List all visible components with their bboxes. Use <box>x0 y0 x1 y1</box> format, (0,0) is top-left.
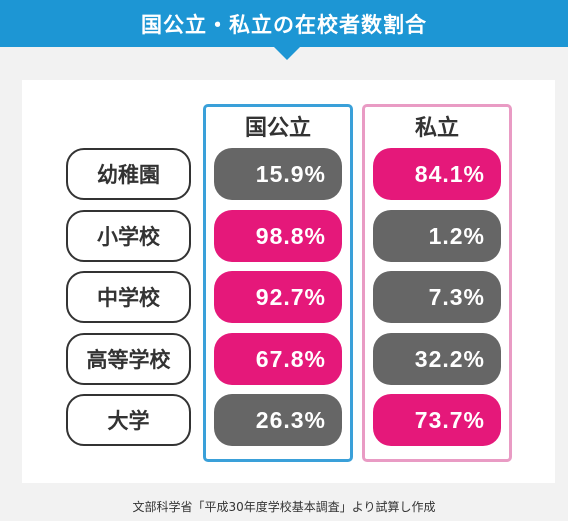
private-share-junior-high: 7.3% <box>373 271 501 323</box>
source-note: 文部科学省「平成30年度学校基本調査」より試算し作成 <box>132 500 436 514</box>
title-banner: 国公立・私立の在校者数割合 <box>0 0 568 47</box>
row-label-university: 大学 <box>66 394 191 446</box>
private-share-kindergarten: 84.1% <box>373 148 501 200</box>
private-column-frame <box>362 104 512 462</box>
column-header-public: 国公立 <box>244 116 311 141</box>
private-share-elementary: 1.2% <box>373 210 501 262</box>
row-label-junior-high: 中学校 <box>66 271 191 323</box>
public-share-university: 26.3% <box>214 394 342 446</box>
private-share-university: 73.7% <box>373 394 501 446</box>
public-share-kindergarten: 15.9% <box>214 148 342 200</box>
banner-pointer <box>273 46 301 60</box>
public-share-junior-high: 92.7% <box>214 271 342 323</box>
public-share-high-school: 67.8% <box>214 333 342 385</box>
private-share-high-school: 32.2% <box>373 333 501 385</box>
public-column-frame <box>203 104 353 462</box>
row-label-elementary: 小学校 <box>66 210 191 262</box>
row-label-kindergarten: 幼稚園 <box>66 148 191 200</box>
page-title: 国公立・私立の在校者数割合 <box>141 12 427 37</box>
row-label-high-school: 高等学校 <box>66 333 191 385</box>
column-header-private: 私立 <box>414 116 459 141</box>
public-share-elementary: 98.8% <box>214 210 342 262</box>
